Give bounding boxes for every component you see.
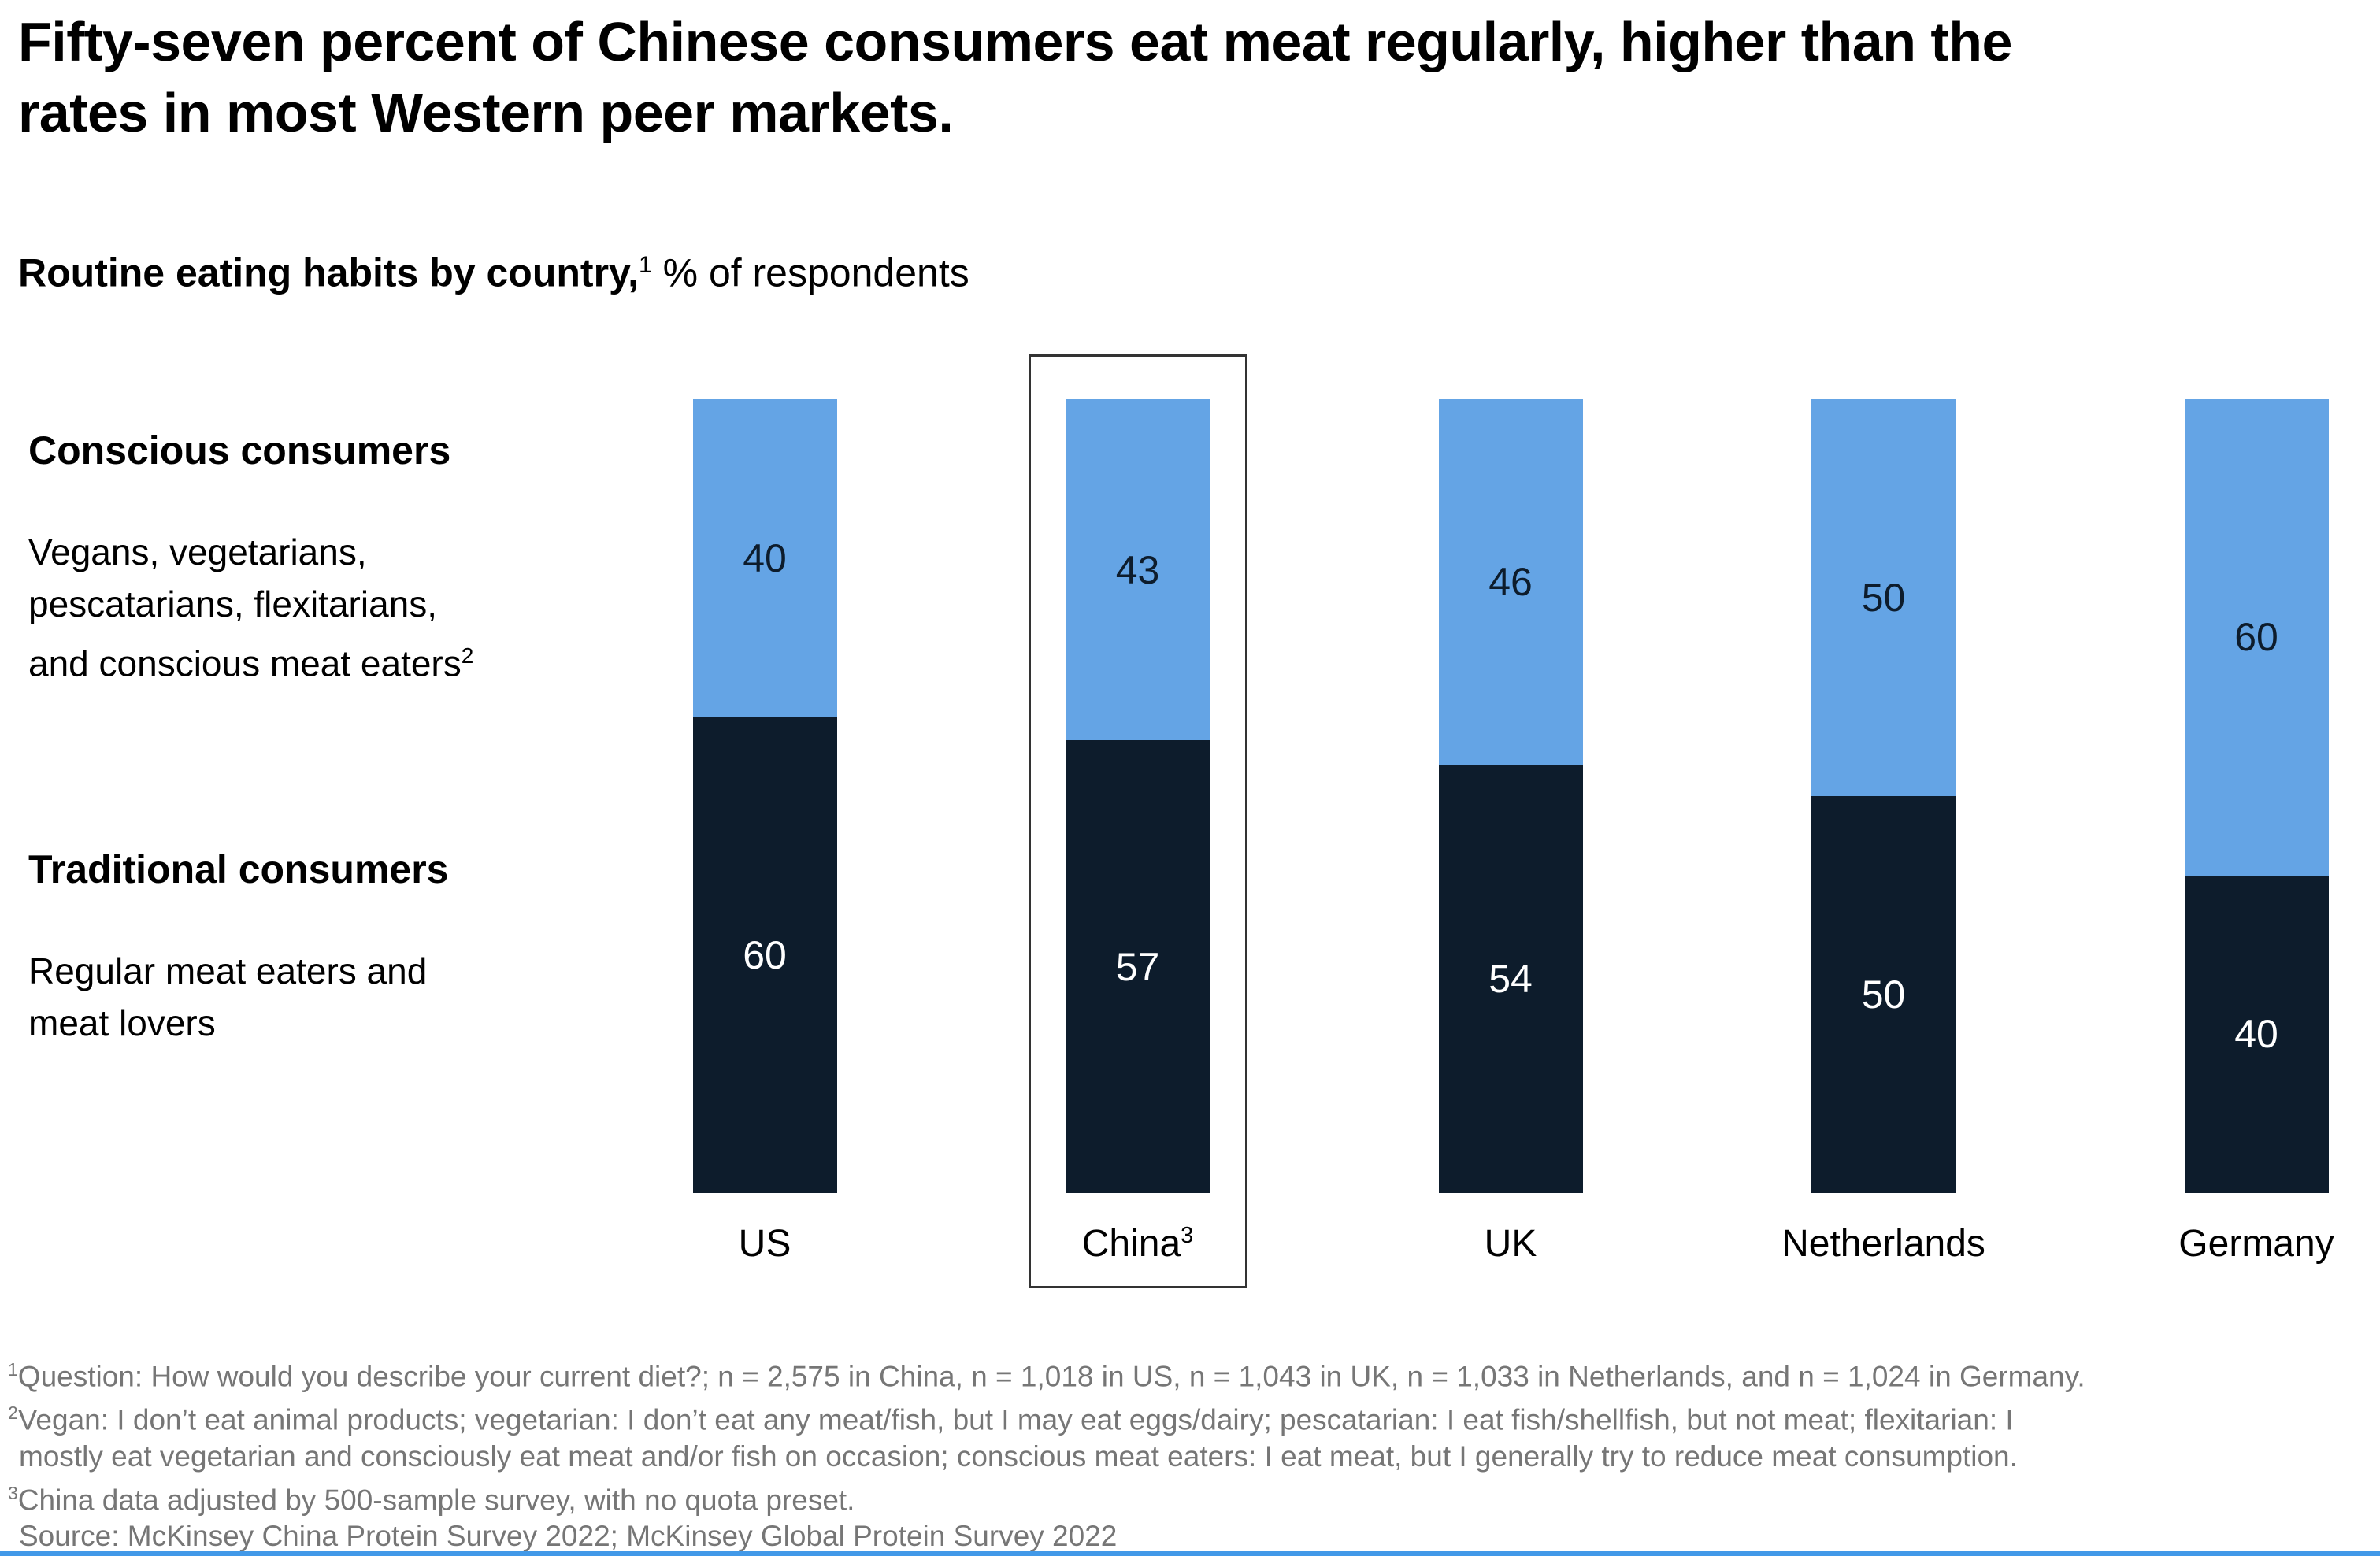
bar-value-label: 54 [1488,956,1533,1001]
bar-column-germany: 60 40 [2184,399,2329,1193]
bottom-divider-rule [0,1551,2380,1556]
bar-value-label: 46 [1488,559,1533,604]
bar-column-china: 43 57 [1066,399,1210,1193]
bar-segment-traditional: 40 [2184,875,2329,1193]
bar-segment-traditional: 57 [1066,740,1210,1193]
bar-value-label: 60 [743,932,787,977]
bar-country-label-china: China3 [1081,1223,1194,1265]
bar-segment-conscious: 40 [692,399,837,717]
legend-conscious-heading: Conscious consumers [28,428,451,472]
bar-value-label: 50 [1861,576,1906,620]
bar-segment-traditional: 54 [1438,764,1583,1193]
footnote-line: 1Question: How would you describe your c… [8,1359,2085,1393]
page-title-line-1: Fifty-seven percent of Chinese consumers… [18,11,2012,72]
bar-segment-conscious: 46 [1438,399,1583,765]
chart-subtitle: Routine eating habits by country,1 % of … [18,243,969,296]
legend-description-line: pescatarians, flexitarians, [28,584,438,624]
footnotes-block: 1Question: How would you describe your c… [8,1351,2378,1554]
bar-country-label-germany: Germany [2178,1223,2334,1265]
bar-segment-conscious: 43 [1066,399,1210,741]
bar-country-label-netherlands: Netherlands [1781,1223,1985,1265]
legend-description-line: Vegans, vegetarians, [28,532,367,572]
footnote-superscript: 2 [8,1402,18,1424]
bar-value-label: 60 [2234,615,2278,660]
bar-country-label-us: US [738,1223,791,1265]
bar-segment-traditional: 50 [1811,796,1956,1193]
chart-subtitle-superscript: 1 [639,252,652,278]
bar-column-uk: 46 54 [1438,399,1583,1193]
legend-description-line: meat lovers [28,1002,216,1043]
bar-value-label: 40 [2234,1012,2278,1057]
bar-column-netherlands: 50 50 [1811,399,1956,1193]
bar-segment-conscious: 50 [1811,399,1956,796]
chart-subtitle-bold: Routine eating habits by country, [18,250,639,295]
bar-column-us: 40 60 [692,399,837,1193]
legend-traditional-description: Regular meat eaters and meat lovers [28,945,427,1049]
legend-description-superscript: 2 [461,643,474,668]
page-title: Fifty-seven percent of Chinese consumers… [18,6,2012,148]
footnote-line: 2Vegan: I don’t eat animal products; veg… [8,1402,2014,1436]
footnote-superscript: 1 [8,1359,18,1380]
bar-country-label-uk: UK [1484,1223,1537,1265]
china-highlight-box [1028,354,1247,1288]
bar-value-label: 40 [743,535,787,580]
legend-conscious-description: Vegans, vegetarians, pescatarians, flexit… [28,526,473,689]
bar-value-label: 57 [1115,944,1160,989]
bar-value-label: 50 [1861,973,1906,1017]
footnote-superscript: 3 [8,1482,18,1503]
footnote-line: 3China data adjusted by 500-sample surve… [8,1482,855,1516]
footnote-line: mostly eat vegetarian and consciously ea… [19,1439,2018,1473]
legend-traditional-heading: Traditional consumers [28,847,449,891]
source-line: Source: McKinsey China Protein Survey 20… [19,1519,1118,1552]
chart-subtitle-rest: % of respondents [651,250,969,295]
country-label-superscript: 3 [1181,1223,1194,1248]
bar-segment-traditional: 60 [692,717,837,1193]
bar-segment-conscious: 60 [2184,399,2329,876]
page-title-line-2: rates in most Western peer markets. [18,82,954,143]
bar-value-label: 43 [1115,547,1160,592]
legend-description-line: Regular meat eaters and [28,950,428,991]
legend-description-line: and conscious meat eaters2 [28,643,474,684]
